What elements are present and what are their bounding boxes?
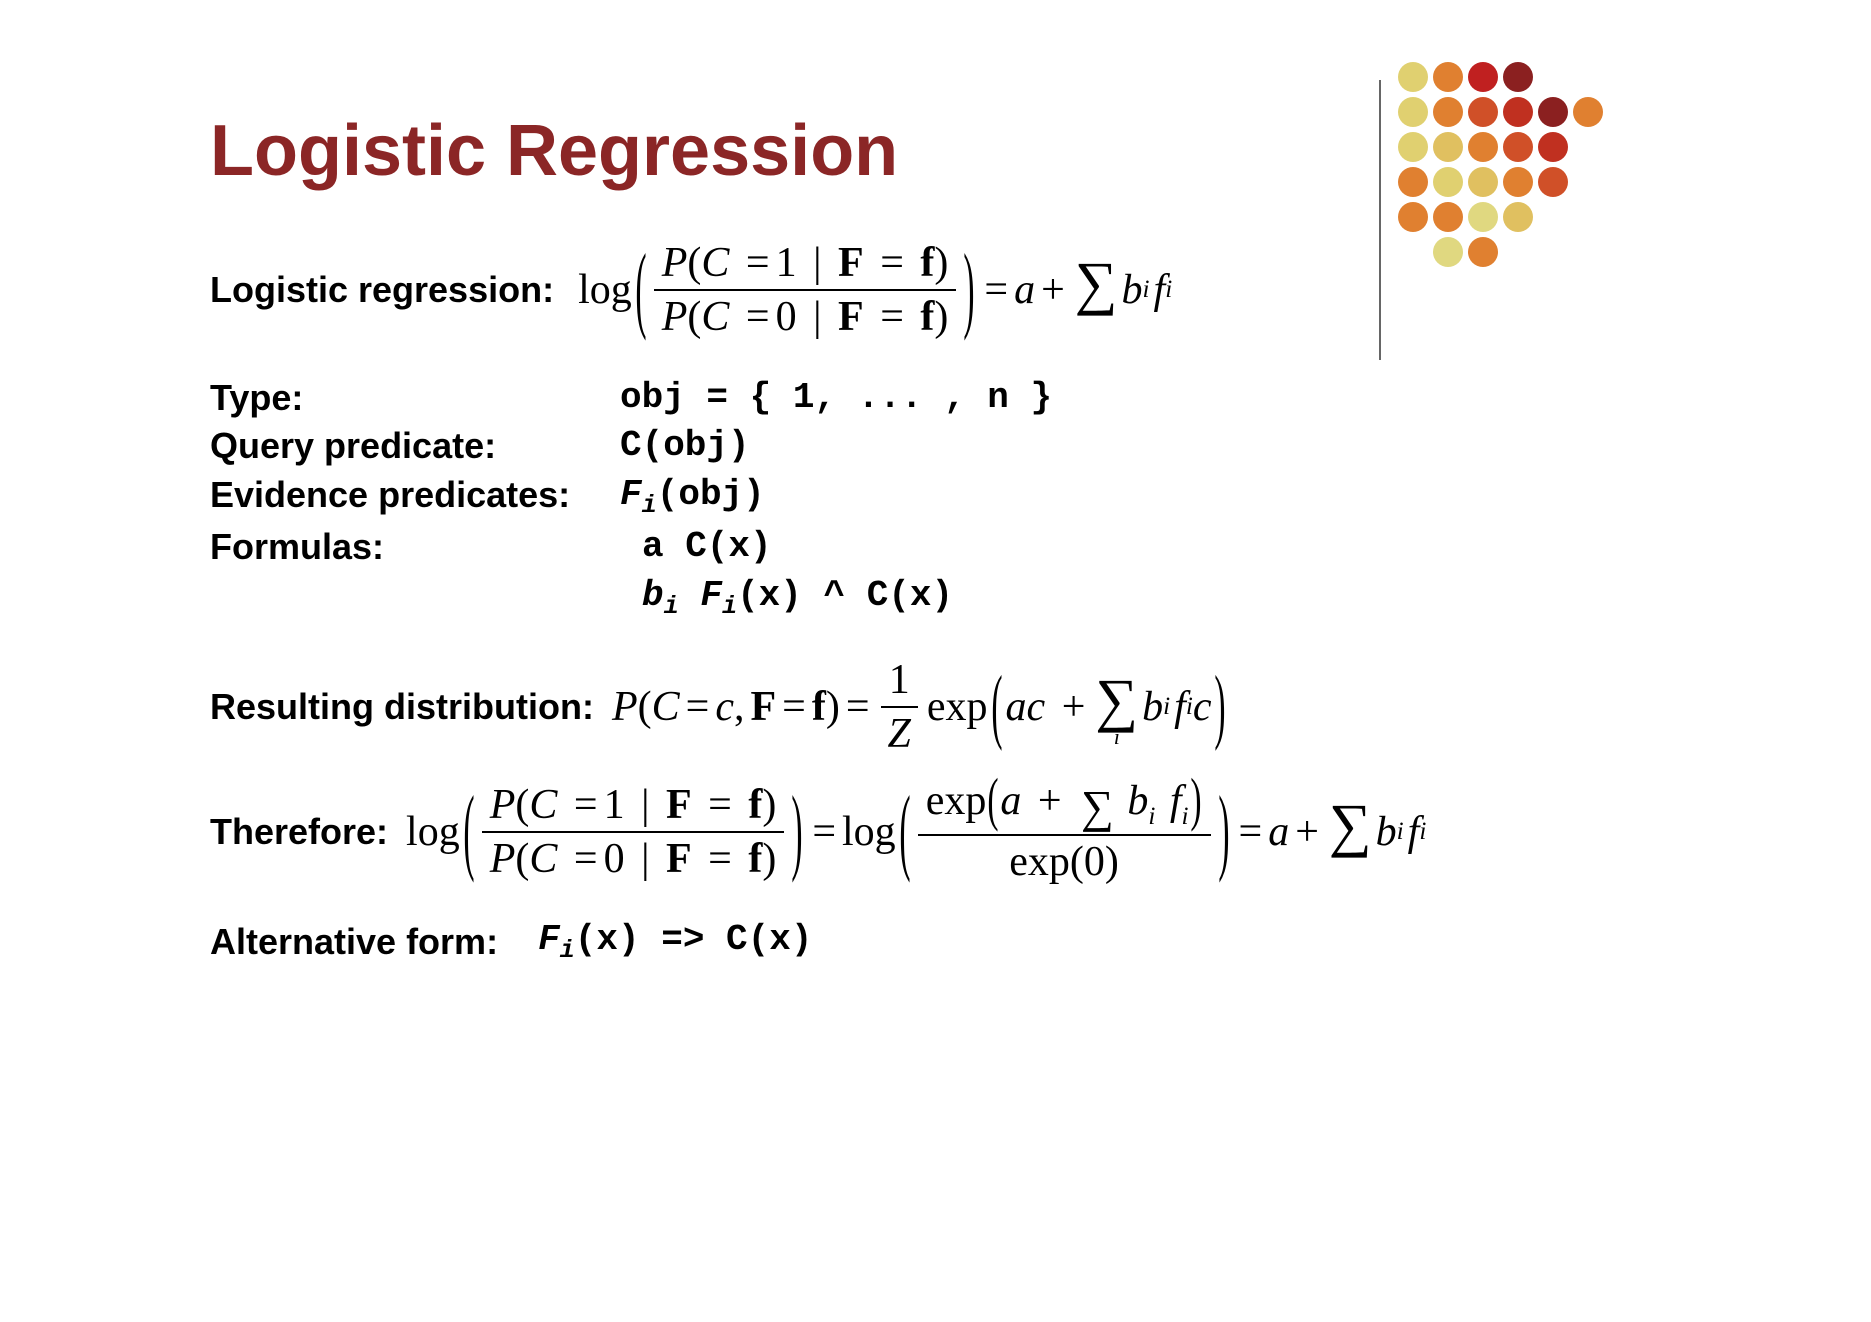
label-formulas: Formulas: [210, 523, 620, 572]
dot-icon [1433, 237, 1463, 267]
row-query: Query predicate: C(obj) [210, 422, 1661, 471]
dot-icon [1433, 167, 1463, 197]
dot-icon [1503, 202, 1533, 232]
label-query: Query predicate: [210, 422, 620, 471]
dot-icon [1573, 97, 1603, 127]
label-altform: Alternative form: [210, 921, 498, 963]
slide: Logistic Regression Logistic regression:… [0, 0, 1871, 1322]
fraction-prob-ratio: P(C =1 | F = f) P(C =0 | F = f) [650, 237, 961, 344]
summation-icon: ∑i [1091, 670, 1142, 744]
divider-line [1379, 80, 1381, 360]
dot-icon [1538, 97, 1568, 127]
decorative-dots [1398, 62, 1658, 312]
dot-icon [1468, 62, 1498, 92]
dot-icon [1398, 97, 1428, 127]
value-formula-2: bi Fi(x) ^ C(x) [620, 572, 953, 624]
dot-icon [1503, 167, 1533, 197]
value-altform: Fi(x) => C(x) [538, 919, 812, 965]
paren-right: ) [1213, 665, 1227, 749]
paren-right: ) [962, 242, 976, 339]
row-evidence: Evidence predicates: Fi(obj) [210, 471, 1661, 523]
dot-icon [1468, 97, 1498, 127]
label-evidence: Evidence predicates: [210, 471, 620, 523]
dot-icon [1398, 167, 1428, 197]
dot-icon [1433, 97, 1463, 127]
label-logreg: Logistic regression: [210, 269, 554, 311]
summation-icon: ∑ [1325, 795, 1376, 869]
dot-icon [1503, 97, 1533, 127]
formula-resulting: P(C =c, F = f) = 1 Z exp ( ac + ∑i bi fi… [612, 654, 1230, 761]
row-therefore: Therefore: log ( P(C =1 | F = f) P(C =0 … [210, 775, 1661, 888]
dot-icon [1468, 132, 1498, 162]
value-evidence: Fi(obj) [620, 471, 765, 523]
dot-icon [1433, 202, 1463, 232]
dot-icon [1538, 167, 1568, 197]
formula-therefore: log ( P(C =1 | F = f) P(C =0 | F = f) [406, 775, 1426, 888]
dot-icon [1433, 132, 1463, 162]
value-formula-1: a C(x) [620, 523, 772, 572]
dot-icon [1398, 132, 1428, 162]
summation-icon: ∑ [1071, 253, 1122, 327]
dot-icon [1503, 132, 1533, 162]
definitions-block: Type: obj = { 1, ... , n } Query predica… [210, 374, 1661, 624]
dot-icon [1468, 167, 1498, 197]
dot-icon [1398, 62, 1428, 92]
row-alt-form: Alternative form: Fi(x) => C(x) [210, 919, 1661, 965]
fraction-1z: 1 Z [876, 654, 923, 761]
dot-icon [1468, 237, 1498, 267]
row-type: Type: obj = { 1, ... , n } [210, 374, 1661, 423]
row-formulas-2: bi Fi(x) ^ C(x) [210, 572, 1661, 624]
label-therefore: Therefore: [210, 811, 388, 853]
dot-icon [1398, 202, 1428, 232]
paren-left: ( [634, 242, 648, 339]
value-query: C(obj) [620, 422, 750, 471]
row-resulting: Resulting distribution: P(C =c, F = f) =… [210, 654, 1661, 761]
text-log: log [578, 266, 632, 314]
text-exp: exp [923, 683, 988, 731]
value-type: obj = { 1, ... , n } [620, 374, 1052, 423]
dot-icon [1503, 62, 1533, 92]
dot-icon [1538, 132, 1568, 162]
fraction-exp-ratio: exp(a + ∑ bi fi) exp(0) [914, 775, 1215, 888]
formula-logreg: log ( P(C =1 | F = f) P(C =0 | F = f) [578, 237, 1172, 344]
label-type: Type: [210, 374, 620, 423]
paren-left: ( [989, 665, 1003, 749]
dot-icon [1433, 62, 1463, 92]
row-formulas-1: Formulas: a C(x) [210, 523, 1661, 572]
fraction-prob-ratio-2: P(C =1 | F = f) P(C =0 | F = f) [478, 779, 789, 886]
dot-icon [1468, 202, 1498, 232]
label-resulting: Resulting distribution: [210, 686, 594, 728]
